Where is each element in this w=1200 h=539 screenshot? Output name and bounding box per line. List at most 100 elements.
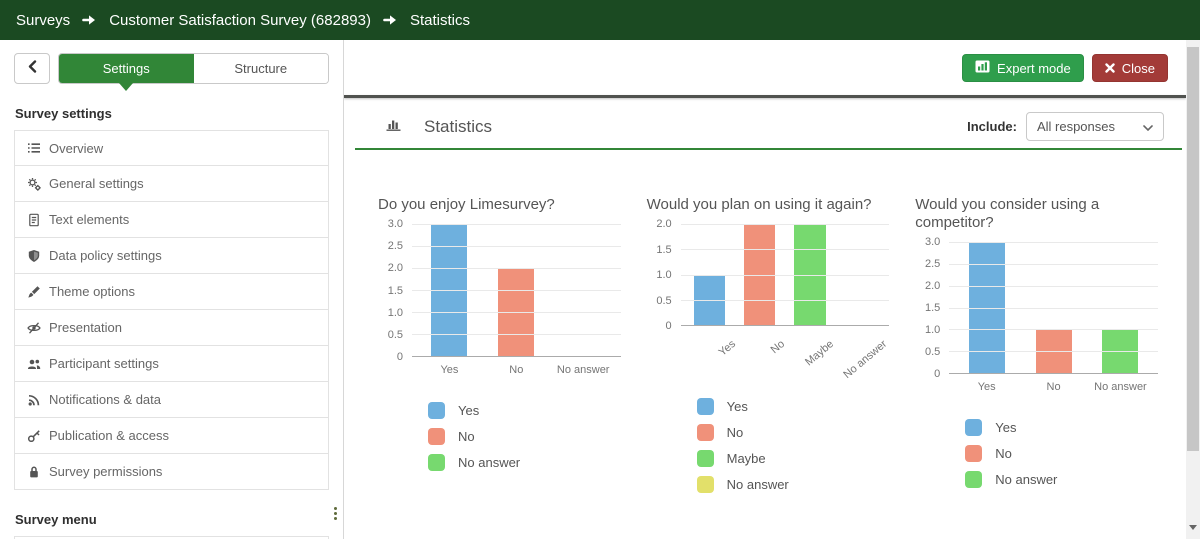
chart-title: Would you plan on using it again? [646,196,872,213]
y-axis: 3.0 2.5 2.0 1.5 1.0 0.5 0 [376,218,412,363]
legend-swatch [696,424,714,441]
chart-title: Do you enjoy Limesurvey? [378,196,555,213]
chart-enjoy-limesurvey: Do you enjoy Limesurvey? 3.0 2.5 2.0 1.5 1.0… [362,196,631,502]
main-content: Expert mode Close Statistics Include: Al [344,40,1186,539]
gridline [680,249,890,251]
legend-label: No [458,429,475,444]
vertical-scrollbar[interactable] [1186,40,1200,539]
legend-label: No answer [726,477,789,492]
survey-menu-list-partial [14,536,329,539]
collapse-sidebar-button[interactable] [14,53,50,84]
sidebar-item-participant-settings[interactable]: Participant settings [14,346,329,382]
chevron-down-icon [1143,119,1153,134]
charts-row: Do you enjoy Limesurvey? 3.0 2.5 2.0 1.5 1.0… [362,196,1168,502]
arrow-right-icon [82,13,97,27]
legend-label: Maybe [726,451,766,466]
sidebar: Settings Structure Survey settings Overv… [0,40,344,539]
legend-label: No [995,446,1012,461]
breadcrumb-statistics: Statistics [409,11,470,29]
gridline [680,299,890,301]
y-axis-tick: 1.0 [924,324,941,336]
sidebar-item-overview[interactable]: Overview [14,130,329,166]
sidebar-resize-handle[interactable] [334,505,338,522]
sidebar-item-publication-access[interactable]: Publication & access [14,418,329,454]
sidebar-item-survey-permissions[interactable]: Survey permissions [14,454,329,490]
sidebar-item-label: Overview [49,140,104,156]
sidebar-item-label: Presentation [49,320,122,335]
legend-swatch [696,398,714,415]
sidebar-item-text-elements[interactable]: Text elements [14,202,329,238]
gridline [949,351,1158,353]
gears-icon [26,177,41,191]
legend-swatch [696,450,714,467]
chart-legend: Yes No No answer [428,402,621,471]
expert-mode-button[interactable]: Expert mode [962,54,1084,82]
gridline [949,329,1158,331]
y-axis-tick: 0.5 [924,346,941,358]
gridline [412,312,621,313]
survey-settings-heading: Survey settings [15,106,112,121]
x-axis: Yes No No answer [949,381,1158,393]
legend-label: Yes [726,399,748,414]
panel-title: Statistics [424,116,493,136]
legend-label: Yes [458,403,480,418]
rss-icon [26,393,41,407]
include-label: Include: [967,119,1017,134]
legend-item: Yes [428,402,621,419]
y-axis-tick: 1.5 [924,302,941,314]
y-axis-tick: 0 [665,320,672,332]
chart-legend: Yes No No answer [965,419,1158,488]
legend-swatch [428,454,445,471]
close-button[interactable]: Close [1091,54,1168,82]
y-axis-tick: 0.5 [387,328,403,341]
y-axis-tick: 1.5 [387,284,403,297]
gridline [412,268,621,269]
y-axis-tick: 1.5 [656,243,672,256]
y-axis-tick: 2.5 [924,258,941,270]
breadcrumb-survey-title[interactable]: Customer Satisfaction Survey (682893) [109,11,371,29]
legend-label: No [726,425,744,440]
shield-icon [26,249,41,263]
sidebar-item-presentation[interactable]: Presentation [14,310,329,346]
survey-menu-heading: Survey menu [15,512,97,527]
sidebar-item-general-settings[interactable]: General settings [14,166,329,202]
legend-swatch [428,402,445,419]
y-axis-tick: 2.5 [387,240,403,253]
y-axis-tick: 0.5 [656,294,672,307]
breadcrumb-surveys[interactable]: Surveys [16,11,71,29]
legend-item: No answer [965,471,1158,488]
x-axis: Yes No No answer [412,364,621,376]
legend-item: Yes [965,419,1158,436]
sidebar-item-theme-options[interactable]: Theme options [14,274,329,310]
include-responses-select[interactable]: All responses [1025,112,1164,141]
statistics-icon [385,117,402,137]
chevron-left-icon [27,59,38,78]
legend-swatch [965,445,983,462]
sidebar-item-notifications-data[interactable]: Notifications & data [14,382,329,418]
gridline [949,242,1158,243]
scrollbar-thumb[interactable] [1187,47,1199,451]
legend-label: Yes [995,420,1017,435]
y-axis-tick: 3.0 [924,236,941,248]
sidebar-item-label: Data policy settings [49,248,162,263]
key-icon [26,429,41,443]
arrow-right-icon [383,13,398,27]
sidebar-item-label: Survey permissions [49,464,163,479]
scrollbar-down-arrow[interactable] [1189,525,1197,534]
toolbar: Expert mode Close [362,54,1168,82]
tab-structure[interactable]: Structure [193,54,328,83]
gridline [412,290,621,291]
x-axis-label: Yes [440,364,459,376]
gridline [949,285,1158,287]
list-icon [26,141,41,155]
users-icon [26,357,41,371]
gridline [680,274,890,276]
legend-swatch [965,471,983,488]
sidebar-item-data-policy-settings[interactable]: Data policy settings [14,238,329,274]
x-axis-label: No answer [840,338,889,381]
expert-mode-label: Expert mode [997,60,1071,76]
x-axis-label: No [1046,381,1061,393]
statistics-panel-header: Statistics Include: All responses [362,112,1168,141]
legend-item: Yes [696,398,890,415]
tab-settings[interactable]: Settings [59,54,194,91]
